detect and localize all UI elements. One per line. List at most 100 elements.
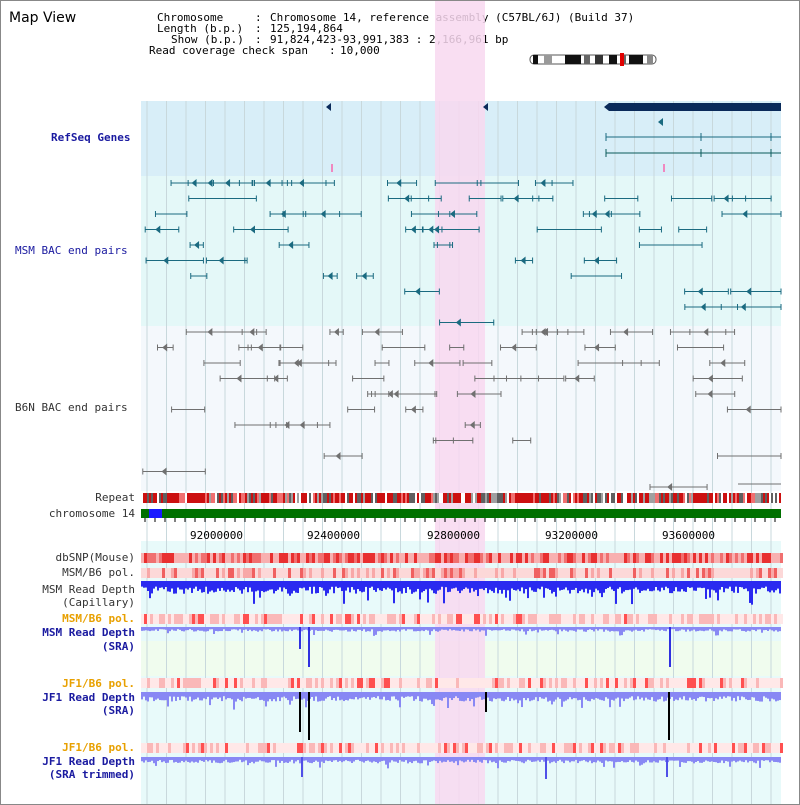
polymorphism-cell: [411, 614, 414, 624]
read-depth-bar: [267, 757, 269, 763]
polymorphism-cell: [168, 553, 171, 563]
polymorphism-cell: [579, 678, 582, 688]
read-depth-bar: [417, 627, 419, 631]
polymorphism-cell: [621, 743, 624, 753]
repeat-segment: [701, 493, 703, 503]
polymorphism-cell: [249, 614, 252, 624]
read-depth-bar: [695, 692, 697, 701]
polymorphism-cell: [414, 678, 417, 688]
polymorphism-cell: [546, 743, 549, 753]
read-depth-bar: [731, 692, 733, 701]
track-label-jf1-read-sra[interactable]: JF1 Read Depth: [42, 691, 135, 704]
read-depth-bar: [169, 757, 171, 761]
read-depth-bar: [559, 627, 561, 630]
read-depth-bar: [681, 581, 683, 590]
read-depth-bar: [505, 757, 507, 763]
track-label-msm-b6-pol-1[interactable]: MSM/B6 pol.: [62, 566, 135, 579]
read-depth-bar: [523, 627, 525, 632]
track-label-msm-read-cap[interactable]: MSM Read Depth: [42, 583, 135, 596]
read-depth-bar: [173, 692, 175, 697]
polymorphism-cell: [732, 568, 735, 578]
polymorphism-cell: [309, 553, 312, 563]
read-depth-bar: [229, 581, 231, 592]
axis-tick-label: 92800000: [427, 529, 480, 542]
repeat-segment: [257, 493, 259, 503]
track-label-msm-b6-pol-2[interactable]: MSM/B6 pol.: [62, 612, 135, 625]
polymorphism-cell: [567, 553, 570, 563]
polymorphism-cell: [525, 743, 528, 753]
track-label-repeat[interactable]: Repeat: [95, 491, 135, 504]
repeat-segment: [759, 493, 761, 503]
polymorphism-cell: [258, 614, 261, 624]
polymorphism-cell: [474, 743, 477, 753]
read-depth-bar: [161, 581, 163, 588]
read-depth-bar: [717, 627, 719, 636]
read-depth-bar: [257, 757, 259, 762]
polymorphism-cell: [678, 568, 681, 578]
read-depth-bar: [601, 581, 603, 598]
read-depth-bar: [759, 581, 761, 590]
read-depth-bar: [371, 692, 373, 698]
polymorphism-cell: [561, 614, 564, 624]
read-depth-bar: [691, 692, 693, 700]
read-depth-bar: [689, 757, 691, 762]
read-depth-bar: [343, 692, 345, 702]
polymorphism-cell: [759, 743, 762, 753]
chromosome-ideogram[interactable]: [529, 53, 659, 67]
read-depth-bar: [747, 692, 749, 701]
polymorphism-cell: [666, 568, 669, 578]
read-depth-bar: [173, 581, 175, 594]
read-depth-bar: [233, 581, 235, 593]
track-label-jf1-trim[interactable]: JF1 Read Depth: [42, 755, 135, 768]
read-depth-bar: [603, 757, 605, 767]
polymorphism-cell: [738, 614, 741, 624]
polymorphism-cell: [606, 743, 609, 753]
polymorphism-cell: [684, 568, 687, 578]
polymorphism-cell: [558, 743, 561, 753]
polymorphism-cell: [768, 678, 771, 688]
polymorphism-cell: [735, 614, 738, 624]
polymorphism-cell: [591, 678, 594, 688]
polymorphism-cell: [387, 743, 390, 753]
polymorphism-cell: [666, 614, 669, 624]
track-label-msm-bac[interactable]: MSM BAC end pairs: [15, 244, 128, 257]
read-depth-bar: [239, 627, 241, 630]
read-depth-bar: [311, 627, 313, 630]
polymorphism-cell: [162, 614, 165, 624]
read-depth-bar: [157, 757, 159, 762]
repeat-segment: [211, 493, 213, 503]
polymorphism-cell: [696, 743, 699, 753]
read-depth-bar: [355, 692, 357, 698]
polymorphism-cell: [411, 568, 414, 578]
track-label-refseq[interactable]: RefSeq Genes: [51, 131, 131, 144]
track-label-dbsnp[interactable]: dbSNP(Mouse): [55, 551, 135, 564]
polymorphism-cell: [243, 553, 246, 563]
polymorphism-cell: [732, 614, 735, 624]
polymorphism-cell: [615, 553, 618, 563]
polymorphism-cell: [711, 614, 714, 624]
track-label-jf1-b6-pol-1[interactable]: JF1/B6 pol.: [62, 677, 135, 690]
read-depth-bar: [327, 581, 329, 594]
read-depth-bar: [233, 627, 235, 630]
read-depth-bar: [637, 627, 639, 631]
track-label-jf1-b6-pol-2[interactable]: JF1/B6 pol.: [62, 741, 135, 754]
read-depth-bar: [141, 757, 143, 762]
gene-arrow: [604, 103, 609, 111]
repeat-segment: [361, 493, 363, 503]
polymorphism-cell: [693, 678, 696, 688]
track-label-msm-read-sra[interactable]: MSM Read Depth: [42, 626, 135, 639]
polymorphism-cell: [462, 553, 465, 563]
polymorphism-cell: [723, 568, 726, 578]
read-depth-bar: [605, 581, 607, 590]
read-depth-bar: [163, 757, 165, 762]
polymorphism-cell: [441, 568, 444, 578]
track-label-b6n-bac[interactable]: B6N BAC end pairs: [15, 401, 128, 414]
read-depth-bar: [665, 627, 667, 632]
read-depth-bar: [705, 757, 707, 761]
polymorphism-cell: [468, 678, 471, 688]
polymorphism-cell: [660, 553, 663, 563]
read-depth-bar: [495, 757, 497, 764]
track-label-chromosome[interactable]: chromosome 14: [48, 507, 135, 520]
read-depth-bar: [729, 581, 731, 587]
